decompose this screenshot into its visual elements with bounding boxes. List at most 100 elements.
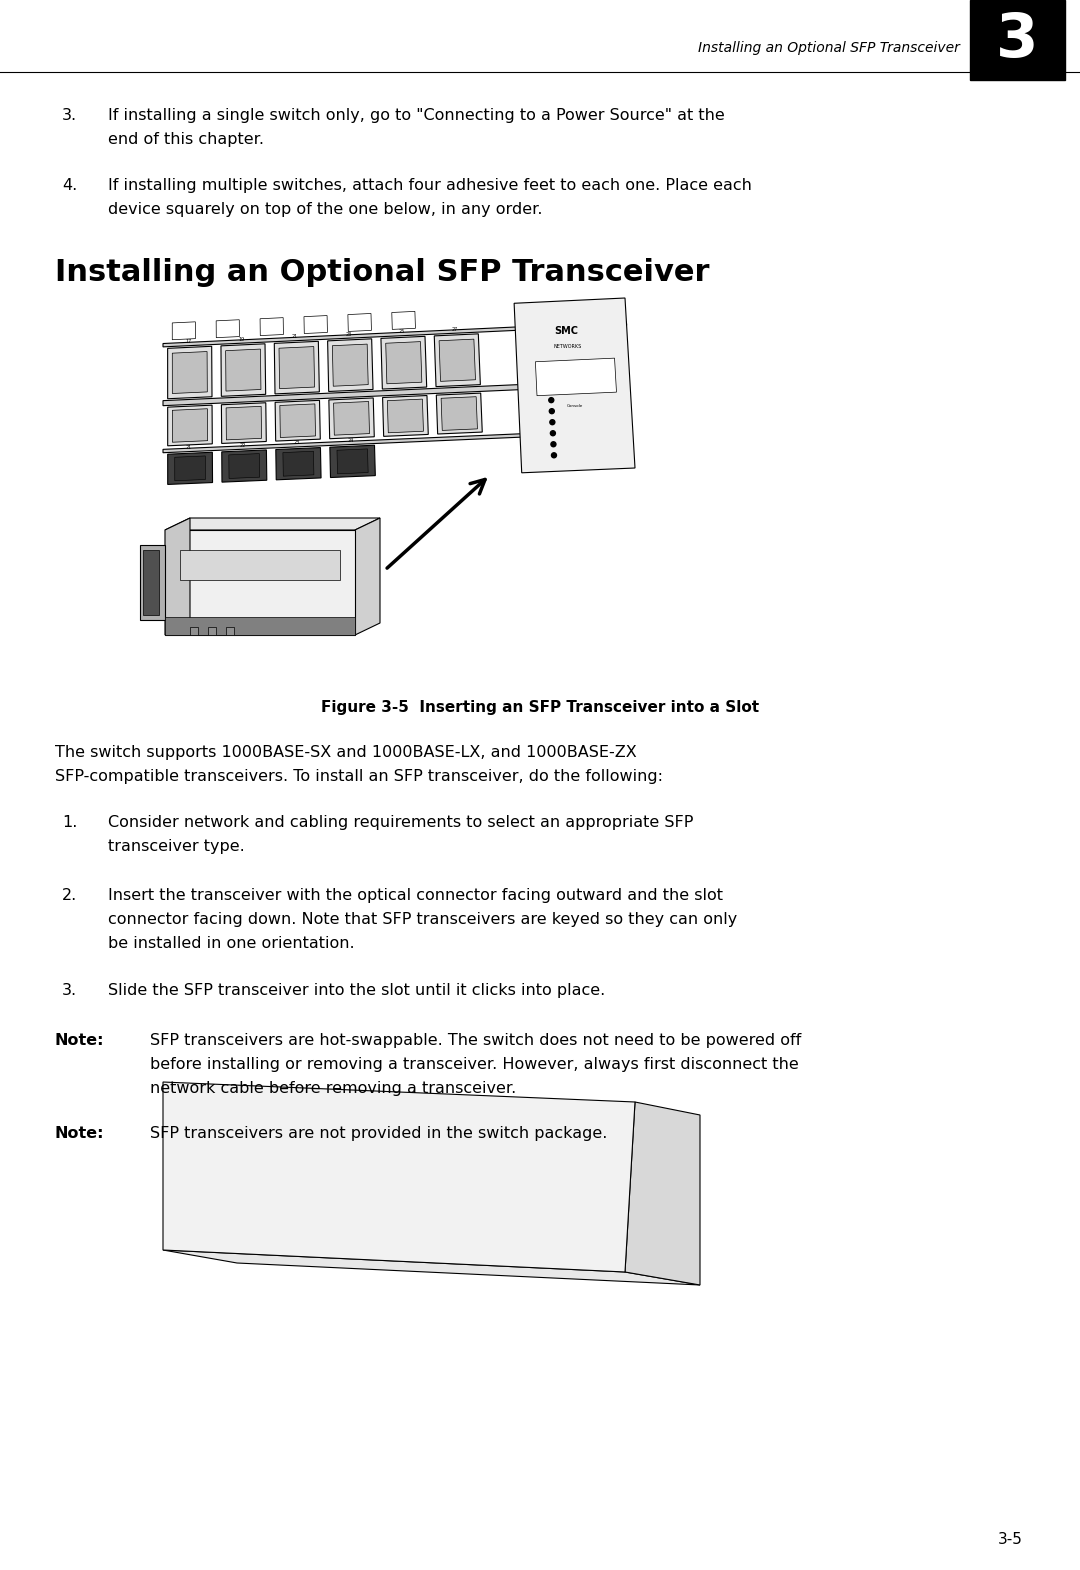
Text: before installing or removing a transceiver. However, always first disconnect th: before installing or removing a transcei… <box>150 1057 799 1072</box>
Text: Installing an Optional SFP Transceiver: Installing an Optional SFP Transceiver <box>698 41 960 55</box>
Polygon shape <box>283 451 314 476</box>
Text: Installing an Optional SFP Transceiver: Installing an Optional SFP Transceiver <box>55 257 710 287</box>
Polygon shape <box>165 518 190 634</box>
Text: 25: 25 <box>399 330 405 334</box>
Polygon shape <box>280 403 315 438</box>
Polygon shape <box>434 334 481 386</box>
Polygon shape <box>381 336 427 389</box>
Circle shape <box>552 452 556 458</box>
Polygon shape <box>221 344 266 396</box>
Polygon shape <box>221 451 267 482</box>
Bar <box>140 545 165 620</box>
Text: 23: 23 <box>346 331 351 336</box>
Polygon shape <box>392 311 416 330</box>
Text: SFP transceivers are not provided in the switch package.: SFP transceivers are not provided in the… <box>150 1126 607 1141</box>
Bar <box>226 626 234 634</box>
Bar <box>180 550 340 579</box>
Text: 3.: 3. <box>62 108 77 122</box>
Polygon shape <box>163 1250 700 1284</box>
Circle shape <box>550 419 555 425</box>
Polygon shape <box>329 446 376 477</box>
Text: Figure 3-5  Inserting an SFP Transceiver into a Slot: Figure 3-5 Inserting an SFP Transceiver … <box>321 700 759 714</box>
Polygon shape <box>167 405 213 446</box>
Text: 1.: 1. <box>62 815 78 831</box>
Bar <box>143 550 159 615</box>
Text: 24: 24 <box>348 438 354 443</box>
Polygon shape <box>173 352 207 394</box>
Text: If installing a single switch only, go to "Connecting to a Power Source" at the: If installing a single switch only, go t… <box>108 108 725 122</box>
Polygon shape <box>163 1082 635 1272</box>
Polygon shape <box>440 339 475 382</box>
Polygon shape <box>163 322 626 347</box>
Polygon shape <box>328 397 375 438</box>
Text: 3-5: 3-5 <box>998 1532 1023 1548</box>
Polygon shape <box>163 433 539 452</box>
Polygon shape <box>441 397 477 430</box>
Polygon shape <box>386 342 422 383</box>
Text: be installed in one orientation.: be installed in one orientation. <box>108 936 354 951</box>
Polygon shape <box>229 454 259 479</box>
Text: If installing multiple switches, attach four adhesive feet to each one. Place ea: If installing multiple switches, attach … <box>108 177 752 193</box>
Text: Insert the transceiver with the optical connector facing outward and the slot: Insert the transceiver with the optical … <box>108 889 723 903</box>
Polygon shape <box>514 298 635 473</box>
Circle shape <box>551 441 556 447</box>
Polygon shape <box>355 518 380 634</box>
Polygon shape <box>226 407 261 440</box>
Text: SFP-compatible transceivers. To install an SFP transceiver, do the following:: SFP-compatible transceivers. To install … <box>55 769 663 783</box>
Text: Note:: Note: <box>55 1033 105 1049</box>
Polygon shape <box>175 455 205 480</box>
Polygon shape <box>216 320 240 338</box>
Text: 27: 27 <box>451 327 458 331</box>
Text: device squarely on top of the one below, in any order.: device squarely on top of the one below,… <box>108 203 542 217</box>
Text: 23: 23 <box>294 440 300 446</box>
Polygon shape <box>348 314 372 331</box>
Bar <box>970 0 1065 80</box>
Polygon shape <box>279 347 314 389</box>
Text: network cable before removing a transceiver.: network cable before removing a transcei… <box>150 1082 516 1096</box>
Polygon shape <box>388 399 423 433</box>
Polygon shape <box>165 518 380 531</box>
Text: 17: 17 <box>186 339 191 344</box>
Polygon shape <box>167 347 212 399</box>
Text: SFP transceivers are hot-swappable. The switch does not need to be powered off: SFP transceivers are hot-swappable. The … <box>150 1033 801 1049</box>
Text: NETWORKS: NETWORKS <box>553 344 581 349</box>
Text: 19: 19 <box>239 336 245 342</box>
Polygon shape <box>625 1102 700 1284</box>
Text: The switch supports 1000BASE-SX and 1000BASE-LX, and 1000BASE-ZX: The switch supports 1000BASE-SX and 1000… <box>55 746 637 760</box>
Polygon shape <box>163 383 537 405</box>
Polygon shape <box>327 339 373 391</box>
Text: Slide the SFP transceiver into the slot until it clicks into place.: Slide the SFP transceiver into the slot … <box>108 983 605 999</box>
Text: 22: 22 <box>240 443 246 447</box>
Text: 21: 21 <box>186 444 192 451</box>
Polygon shape <box>275 447 321 480</box>
Text: SMC: SMC <box>554 327 579 336</box>
Circle shape <box>550 408 554 413</box>
Polygon shape <box>274 341 320 394</box>
Circle shape <box>549 397 554 402</box>
Bar <box>208 626 216 634</box>
Text: 21: 21 <box>292 334 298 339</box>
Polygon shape <box>260 317 283 336</box>
Polygon shape <box>536 358 617 396</box>
Polygon shape <box>382 396 429 436</box>
Polygon shape <box>303 316 327 333</box>
Text: Console: Console <box>567 403 583 408</box>
Polygon shape <box>167 452 213 485</box>
Polygon shape <box>172 322 195 339</box>
Text: end of this chapter.: end of this chapter. <box>108 132 264 148</box>
Polygon shape <box>436 392 483 433</box>
Text: transceiver type.: transceiver type. <box>108 838 245 854</box>
Text: 2.: 2. <box>62 889 78 903</box>
Text: 4.: 4. <box>62 177 78 193</box>
Bar <box>190 626 198 634</box>
Text: connector facing down. Note that SFP transceivers are keyed so they can only: connector facing down. Note that SFP tra… <box>108 912 738 926</box>
Text: 3.: 3. <box>62 983 77 999</box>
Polygon shape <box>334 402 369 435</box>
Polygon shape <box>165 531 355 634</box>
Bar <box>165 617 355 634</box>
Polygon shape <box>173 408 207 443</box>
Text: Note:: Note: <box>55 1126 105 1141</box>
Polygon shape <box>226 349 261 391</box>
Polygon shape <box>337 449 368 474</box>
Polygon shape <box>275 400 321 441</box>
